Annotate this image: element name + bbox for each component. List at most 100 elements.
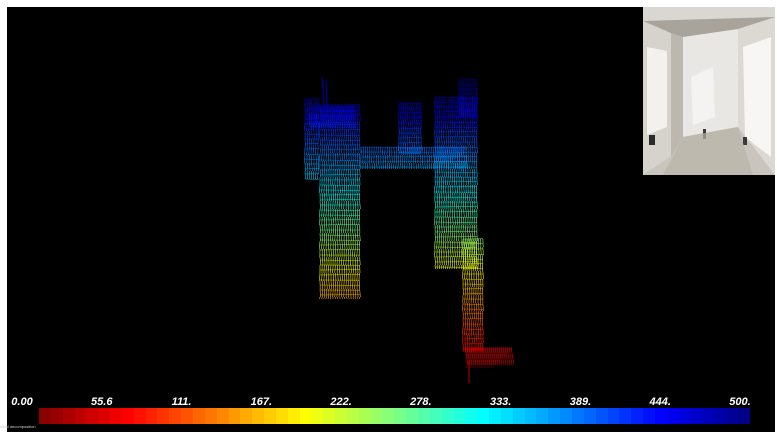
point-cloud-wall	[315, 130, 318, 140]
point-cloud-wall	[480, 246, 482, 256]
point-cloud-wall	[319, 234, 361, 236]
point-cloud-floor	[496, 346, 501, 366]
point-cloud-wall	[335, 248, 337, 258]
point-cloud-wall	[456, 216, 459, 226]
point-cloud-wall	[348, 264, 350, 274]
point-cloud-wall	[343, 152, 346, 162]
point-cloud-wall	[476, 232, 478, 242]
point-cloud-bridge	[368, 154, 371, 164]
point-cloud-wall	[326, 256, 328, 266]
point-cloud-wall	[354, 264, 357, 274]
footer-text: Ideal decomposition	[0, 424, 36, 429]
point-cloud-wall	[340, 256, 343, 266]
point-cloud-wall	[321, 136, 324, 146]
point-cloud-wall	[319, 288, 322, 298]
point-cloud-wall	[462, 303, 484, 305]
point-cloud-wall	[321, 152, 323, 162]
point-cloud-wall	[402, 134, 404, 144]
point-cloud-wall	[462, 192, 464, 202]
colorbar-swatch	[133, 408, 146, 424]
point-cloud-wall	[434, 196, 478, 198]
point-cloud-wall	[398, 117, 422, 119]
point-cloud-wall	[477, 318, 479, 328]
point-cloud-wall	[449, 144, 451, 154]
point-cloud-wall	[451, 200, 453, 210]
point-cloud-wall	[359, 144, 361, 154]
point-cloud-wall	[411, 142, 414, 152]
point-cloud-wall	[458, 108, 478, 110]
point-cloud-wall	[460, 136, 462, 146]
point-cloud-wall	[470, 238, 473, 248]
point-cloud-wall	[338, 288, 341, 298]
point-cloud-wall	[447, 248, 450, 258]
point-cloud-floor	[468, 346, 473, 366]
point-cloud-bridge	[425, 146, 428, 156]
point-cloud-viewport[interactable]	[7, 7, 775, 432]
point-cloud-wall	[473, 216, 475, 226]
point-cloud-wall	[447, 208, 449, 218]
point-cloud-wall	[337, 248, 339, 258]
point-cloud-wall	[328, 248, 330, 258]
point-cloud-wall	[338, 106, 340, 116]
point-cloud-wall	[462, 318, 464, 328]
point-cloud-wall	[332, 128, 335, 138]
point-cloud-wall	[352, 144, 355, 154]
point-cloud-wall	[335, 122, 337, 128]
point-cloud-wall	[351, 248, 354, 258]
point-cloud-wall	[456, 256, 458, 266]
point-cloud-wall	[469, 264, 472, 270]
point-cloud-render[interactable]	[7, 7, 775, 432]
camera-inset-image	[643, 7, 775, 175]
point-cloud-wall	[323, 208, 325, 218]
colorbar-swatch	[181, 408, 193, 424]
point-cloud-wall	[348, 240, 350, 250]
point-cloud-wall	[327, 232, 330, 242]
colorbar-swatch	[216, 408, 229, 424]
point-cloud-wall	[452, 248, 454, 258]
point-cloud-wall	[317, 114, 319, 124]
point-cloud-wall	[418, 110, 420, 120]
colorbar-swatch	[382, 408, 395, 424]
point-cloud-wall	[340, 168, 343, 178]
point-cloud-floor	[502, 346, 507, 366]
point-cloud-wall	[462, 268, 484, 270]
point-cloud-wall	[312, 146, 315, 156]
point-cloud-wall	[324, 168, 326, 178]
point-cloud-wall	[309, 122, 311, 128]
point-cloud-wall	[466, 192, 469, 202]
point-cloud-wall	[462, 238, 464, 248]
colorbar-swatch	[240, 408, 253, 424]
point-cloud-wall	[474, 144, 476, 154]
point-cloud-wall	[453, 176, 456, 186]
point-cloud-wall	[319, 114, 361, 116]
point-cloud-wall	[319, 174, 361, 176]
point-cloud-wall	[456, 96, 459, 106]
point-cloud-wall	[335, 128, 337, 138]
point-cloud-wall	[319, 209, 361, 211]
point-cloud-wall	[324, 192, 326, 202]
point-cloud-wall	[336, 144, 338, 154]
point-cloud-wall	[358, 160, 360, 170]
point-cloud-wall	[469, 192, 471, 202]
point-cloud-wall	[472, 232, 474, 242]
point-cloud-wall	[327, 296, 330, 300]
colorbar-swatch	[346, 408, 359, 424]
point-cloud-wall	[353, 114, 355, 124]
point-cloud-wall	[337, 122, 339, 128]
colorbar-tick-label: 167.	[250, 396, 273, 408]
point-cloud-wall	[439, 168, 441, 178]
point-cloud-wall	[358, 248, 360, 258]
colorbar-swatch	[560, 408, 572, 424]
point-cloud-wall	[315, 162, 317, 172]
point-cloud-wall	[447, 136, 450, 146]
colorbar-swatch	[299, 408, 312, 424]
point-cloud-wall	[476, 176, 478, 186]
point-cloud-wall	[358, 216, 360, 226]
point-cloud-wall	[482, 246, 484, 256]
point-cloud-wall	[354, 176, 357, 186]
point-cloud-wall	[462, 338, 484, 340]
point-cloud-wall	[329, 264, 332, 274]
point-cloud-wall	[405, 150, 407, 154]
colorbar-swatch	[654, 408, 667, 424]
colorbar-swatch	[536, 408, 549, 424]
